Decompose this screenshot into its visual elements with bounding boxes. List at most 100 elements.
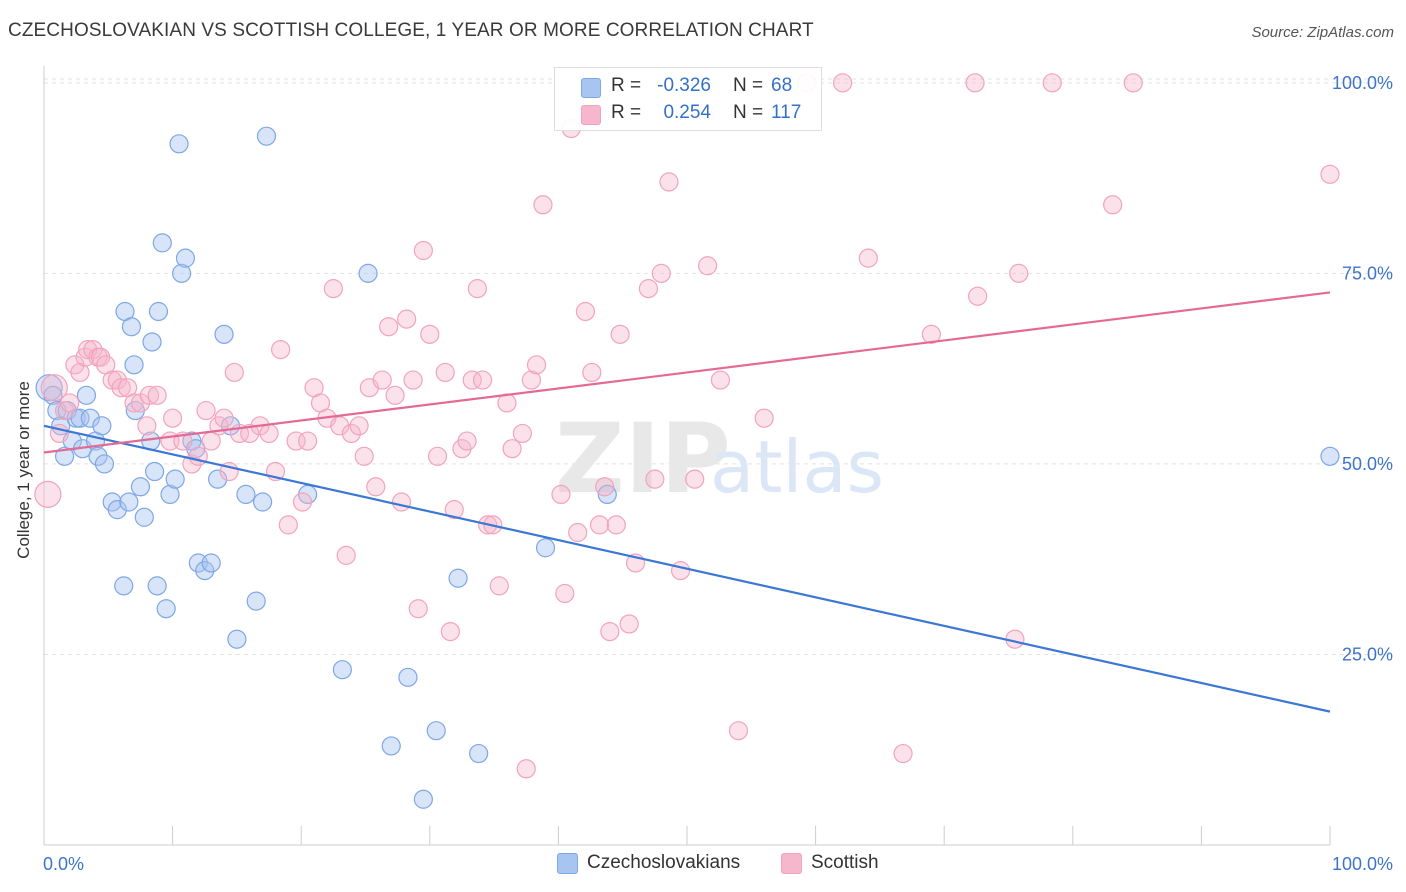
correlation-legend: R = -0.326 N = 68 R = 0.254 N = 117 bbox=[554, 67, 822, 131]
point-scottish bbox=[60, 393, 80, 413]
watermark-zip: ZIP bbox=[555, 403, 731, 515]
point-czechoslovakian bbox=[172, 263, 192, 283]
tick-labels: 100.0% 75.0% 50.0% 25.0% 0.0% 100.0% bbox=[43, 73, 1393, 874]
point-scottish bbox=[619, 614, 639, 634]
point-scottish bbox=[70, 362, 90, 383]
axes bbox=[43, 66, 1331, 846]
point-czechoslovakian bbox=[381, 736, 401, 756]
point-czechoslovakian bbox=[1320, 446, 1340, 466]
point-scottish bbox=[259, 423, 279, 444]
y-tick-label: 100.0% bbox=[1332, 73, 1393, 93]
point-scottish bbox=[1009, 263, 1029, 283]
point-scottish bbox=[858, 248, 878, 268]
point-czechoslovakian bbox=[195, 561, 215, 581]
trend-line-scottish bbox=[43, 291, 1331, 454]
point-scottish bbox=[833, 73, 853, 93]
point-czechoslovakian bbox=[332, 660, 352, 680]
point-scottish bbox=[965, 73, 985, 93]
point-scottish bbox=[196, 400, 216, 421]
grid-lines bbox=[44, 78, 1390, 655]
point-czechoslovakian bbox=[413, 789, 433, 809]
point-czechoslovakian bbox=[227, 629, 247, 649]
point-scottish bbox=[1103, 195, 1123, 215]
legend-swatch-pink bbox=[781, 853, 802, 874]
point-scottish bbox=[512, 423, 532, 444]
point-czechoslovakian bbox=[156, 599, 176, 619]
point-czechoslovakian bbox=[358, 263, 378, 283]
point-czechoslovakian bbox=[165, 469, 185, 489]
legend-swatch-blue bbox=[581, 78, 601, 98]
point-scottish bbox=[921, 324, 941, 344]
point-scottish bbox=[502, 439, 522, 459]
point-scottish bbox=[582, 362, 602, 383]
point-scottish bbox=[397, 309, 417, 329]
point-czechoslovakian bbox=[246, 591, 266, 611]
n-value: 117 bbox=[771, 102, 802, 123]
data-points bbox=[34, 73, 1340, 809]
point-scottish bbox=[385, 385, 405, 405]
n-label: N = bbox=[733, 75, 764, 96]
source-credit: Source: ZipAtlas.com bbox=[1251, 24, 1394, 41]
point-scottish bbox=[240, 423, 260, 444]
point-scottish bbox=[457, 431, 477, 451]
point-scottish bbox=[440, 621, 460, 642]
point-czechoslovakian bbox=[76, 385, 97, 405]
point-scottish bbox=[354, 446, 374, 466]
point-scottish bbox=[610, 324, 630, 344]
point-czechoslovakian bbox=[80, 408, 100, 428]
point-scottish bbox=[124, 393, 144, 413]
point-scottish bbox=[1123, 73, 1143, 93]
point-scottish bbox=[34, 480, 62, 509]
point-scottish bbox=[521, 370, 541, 390]
y-tick-label: 50.0% bbox=[1342, 454, 1393, 474]
chart-title: CZECHOSLOVAKIAN VS SCOTTISH COLLEGE, 1 Y… bbox=[8, 20, 814, 41]
point-scottish bbox=[147, 385, 167, 405]
point-scottish bbox=[555, 583, 575, 604]
point-scottish bbox=[595, 477, 615, 497]
point-scottish bbox=[685, 469, 705, 489]
point-czechoslovakian bbox=[147, 576, 167, 596]
legend-label: Scottish bbox=[811, 852, 879, 873]
legend-label: Czechoslovakians bbox=[587, 852, 741, 873]
point-scottish bbox=[575, 301, 596, 322]
point-scottish bbox=[659, 172, 679, 192]
point-scottish bbox=[589, 515, 610, 535]
point-scottish bbox=[408, 599, 428, 619]
point-scottish bbox=[645, 469, 665, 489]
point-czechoslovakian bbox=[535, 538, 556, 558]
point-czechoslovakian bbox=[119, 492, 139, 512]
point-czechoslovakian bbox=[253, 492, 273, 512]
point-scottish bbox=[533, 195, 553, 215]
point-czechoslovakian bbox=[54, 446, 75, 466]
r-value: -0.326 bbox=[657, 75, 711, 96]
point-scottish bbox=[754, 408, 774, 428]
point-scottish bbox=[728, 721, 749, 741]
y-tick-label: 25.0% bbox=[1342, 644, 1393, 664]
point-scottish bbox=[292, 492, 313, 512]
point-scottish bbox=[435, 362, 455, 383]
point-czechoslovakian bbox=[208, 469, 228, 489]
point-scottish bbox=[606, 515, 626, 535]
point-scottish bbox=[137, 416, 157, 436]
point-czechoslovakian bbox=[134, 507, 154, 527]
r-label: R = bbox=[611, 75, 642, 96]
point-scottish bbox=[427, 446, 448, 466]
point-scottish bbox=[330, 416, 350, 436]
point-scottish bbox=[366, 477, 386, 497]
point-scottish bbox=[1320, 164, 1340, 184]
watermark-atlas: atlas bbox=[710, 425, 884, 509]
point-scottish bbox=[214, 408, 234, 428]
point-scottish bbox=[462, 370, 482, 390]
r-label: R = bbox=[611, 102, 642, 123]
legend-swatch-pink bbox=[581, 105, 601, 125]
point-czechoslovakian bbox=[124, 355, 144, 375]
point-scottish bbox=[651, 263, 671, 283]
point-scottish bbox=[224, 362, 244, 383]
point-scottish bbox=[111, 378, 131, 398]
trend-line-czechoslovakians bbox=[43, 424, 1331, 713]
point-scottish bbox=[271, 339, 291, 360]
point-czechoslovakian bbox=[70, 408, 90, 428]
point-scottish bbox=[323, 279, 343, 299]
x-tick-label-max: 100.0% bbox=[1332, 854, 1393, 874]
